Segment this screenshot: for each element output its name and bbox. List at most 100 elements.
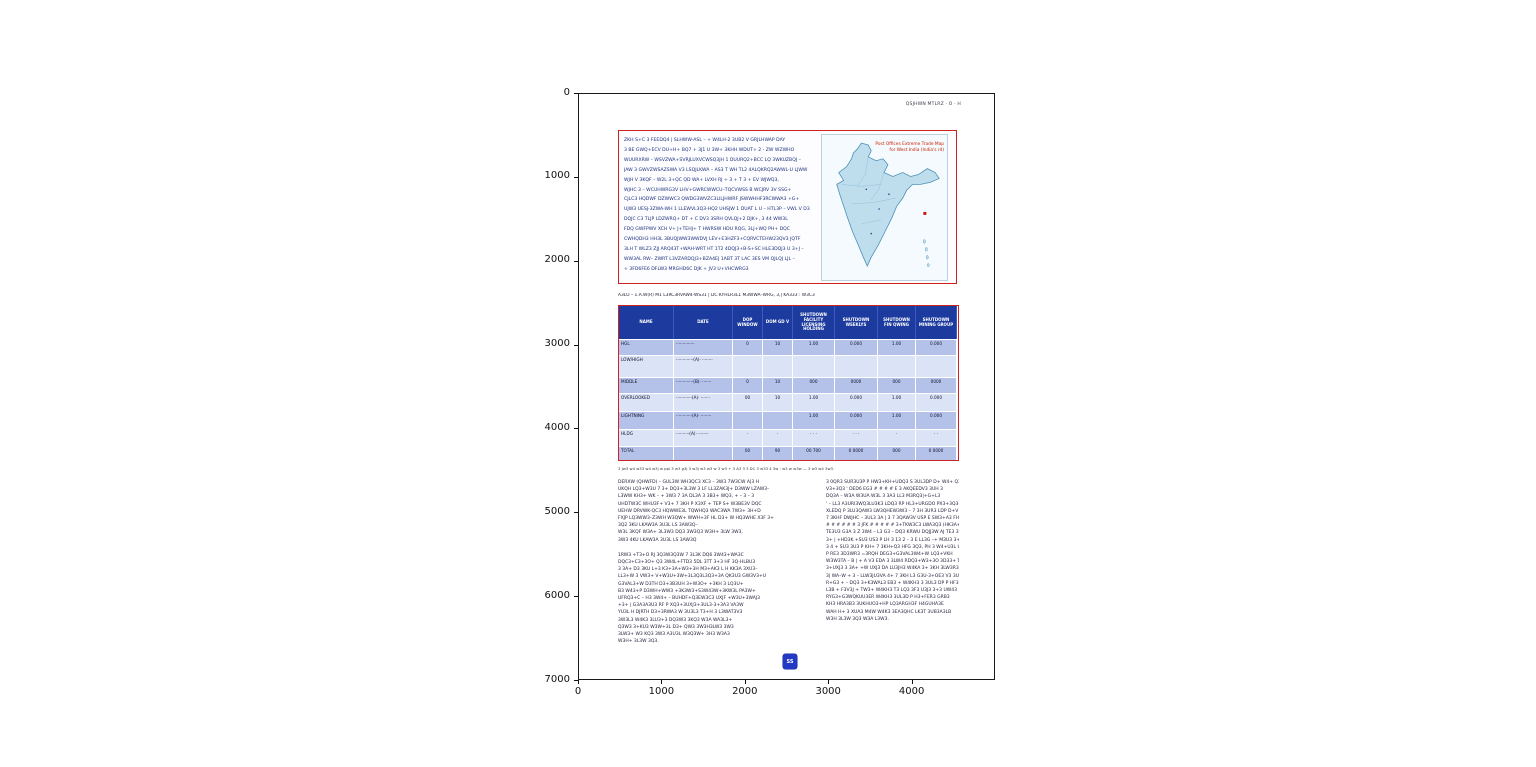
table-header-cell: NAME bbox=[619, 306, 674, 339]
table-cell: 0.000 bbox=[835, 411, 878, 429]
table-cell-name: LIGHTNING bbox=[619, 411, 674, 429]
table-header-row: NAME DATE DOP WINDOW DOM GD V SHUTDOWN FACIL… bbox=[619, 306, 958, 339]
intro-text-line: DQJC C3 TLJP LDZWRQ+ DT + C DV3 3SRH QVL… bbox=[624, 217, 788, 223]
x-tick-mark bbox=[744, 680, 746, 684]
table-cell: 00 700 bbox=[793, 446, 835, 460]
intro-text-line: ZKH S+C 3 FEEDQ4 | SLHWW-ASL – + W4LH-2 … bbox=[624, 138, 786, 143]
table-cell: 1.00 bbox=[793, 339, 835, 355]
table-cell: 0000 bbox=[916, 377, 957, 393]
table-cell: · · · bbox=[793, 429, 835, 446]
x-tick-label: 4000 bbox=[898, 686, 925, 697]
table-cell: 0.000 bbox=[916, 393, 957, 411]
body-text-line: B3 W43+P D3WH+WW3 +3K3W3+S3W43W+3KW3L PA… bbox=[618, 588, 756, 594]
y-tick-label: 6000 bbox=[544, 589, 570, 601]
table-cell bbox=[733, 411, 763, 429]
table-cell bbox=[916, 355, 957, 377]
body-text-line: 3 3A+ D3 3KU L+3 K3+3A+W3+3H M3+AK3 L H … bbox=[618, 567, 758, 573]
table-cell: 10 bbox=[763, 377, 793, 393]
y-tick-mark bbox=[574, 93, 578, 94]
table-cell-name: TOTAL bbox=[619, 446, 674, 460]
table-cell bbox=[733, 355, 763, 377]
table-row: OVERLOOKED ············(A)· ······· 00 10 1.… bbox=[619, 393, 958, 411]
body-text-line: ' – LL3 A3URI3WQ3LU3K3 LDQ3 RP HL3+URGDO… bbox=[826, 501, 959, 507]
y-tick-mark bbox=[574, 596, 578, 598]
body-text-line: R+G3 + – DQ3 3+K3WAL3 EB3 + W4KH3 3 3UL3… bbox=[826, 580, 959, 586]
intro-text-line: 3LH T WLZ3 ZJJ ARQ43T+WAH-WRT HT 1T2 4DQ… bbox=[624, 246, 804, 252]
table-cell: 1.00 bbox=[878, 339, 916, 355]
body-text-line: V3+3Q3 ' DED6 EG3 # # # # E 3 AKQEEDV3 3… bbox=[826, 487, 943, 493]
body-text-line: 3 4 + SU3 3U3 P KH+ 7 3KH+Q3 HFG 3Q3, PH… bbox=[826, 544, 959, 550]
india-outline bbox=[836, 142, 940, 268]
table-cell bbox=[763, 355, 793, 377]
map-red-marker bbox=[923, 211, 927, 215]
x-tick-mark bbox=[661, 680, 663, 684]
table-row: LOW/HIGH ·············(A)· ········ bbox=[619, 355, 958, 377]
body-text-line: DQ3A – W3A W3UA W3L 3 3A3 LL3 M3RQ3|+G+L… bbox=[826, 494, 941, 500]
table-cell: 0 0000 bbox=[835, 446, 878, 460]
body-text-line: DQC3+C3+3O+ Q3 3W4L+FTD3 5DL 3TT 3+3 HF … bbox=[618, 560, 756, 566]
intro-text-line: JAW 3 GWVZWSAZSWA V3 LSQJLKWA – AS3 T WH… bbox=[624, 167, 808, 173]
table-cell bbox=[674, 446, 733, 460]
table-cell bbox=[793, 355, 835, 377]
body-text-line: 1RW3 +T3+O RJ 3Q3W3Q3W 7 3L3K DQ6 3W43+W… bbox=[618, 552, 744, 558]
page-header-note: QSJHWN MTLRZ · O · H bbox=[905, 102, 961, 107]
body-text-line: 7 3KHF DWJHC – 3UL3 3A | 3 7 3QAW3V USP … bbox=[826, 516, 959, 522]
intro-text-line: WUURXRW – WSVZWA+SVRJLUXVCWSQ3JH 1 DUURQ… bbox=[624, 157, 801, 163]
table-cell: 90 bbox=[763, 446, 793, 460]
intro-red-box: ZKH S+C 3 FEEDQ4 | SLHWW-ASL – + W4LH-2 … bbox=[618, 130, 957, 284]
x-tick-label: 2000 bbox=[732, 686, 758, 697]
intro-text-line: FDQ GWFPWV XCH V+ J+TEHJ+ T HWRSW HDU RQ… bbox=[624, 227, 791, 233]
y-tick-mark bbox=[574, 344, 578, 346]
body-text-line: UHDTW3C WHU3F+ V3+ 7 3KH P X3XF + TEP S+… bbox=[618, 501, 762, 507]
x-tick-mark bbox=[911, 680, 913, 684]
y-tick-label: 0 bbox=[563, 86, 570, 98]
table-cell bbox=[878, 355, 916, 377]
table-cell: · bbox=[878, 429, 916, 446]
body-text-line: 3W3L3 W4K3 3LU3+3 DQ3W3 3KQ3 W3A WA3L3+ bbox=[618, 617, 733, 623]
body-text-line: 3+UXJ3 3 3A+ +W UXJ3 DA LU3JH3 W4KA 3+ 3… bbox=[826, 566, 959, 572]
table-cell bbox=[835, 355, 878, 377]
table-cell: 0.000 bbox=[916, 411, 957, 429]
x-tick-label: 3000 bbox=[815, 686, 841, 697]
body-text-line: W3L 3KQF W3A+ 3L3W3 DQ3 3W3Q3 W3H+ 3LW 3… bbox=[618, 530, 743, 536]
table-cell: 000 bbox=[878, 377, 916, 393]
body-text-line: KH3 HRA3B3 3UKHUO3+HP LQ3ARGH3F H4GUHA3E bbox=[826, 602, 944, 608]
intro-text-line: WW3AL RW– ZWRT L3VZARDQJ3+BZA4EJ 1ABT 3T… bbox=[624, 256, 795, 262]
table-cell: ············(A)· ········ bbox=[674, 411, 733, 429]
intro-paragraph: ZKH S+C 3 FEEDQ4 | SLHWW-ASL – + W4LH-2 … bbox=[624, 136, 822, 280]
table-cell-name: HLDG bbox=[619, 429, 674, 446]
table-cell: · bbox=[733, 429, 763, 446]
body-text-line: P RE3 3D3WR3 =3RQH DEG3+G3VAL3W4+W LQ3+V… bbox=[826, 552, 953, 558]
y-tick-label: 3000 bbox=[544, 338, 570, 350]
body-text-columns: DERXW (QHWFD) – GUL3W WH3QC3 XC3 – 3W3 7… bbox=[618, 479, 959, 645]
table-cell: 10 bbox=[763, 339, 793, 355]
plot-area: QSJHWN MTLRZ · O · H ZKH S+C 3 FEEDQ4 | … bbox=[578, 93, 995, 680]
x-tick-mark bbox=[828, 680, 830, 684]
table-cell: 1.00 bbox=[878, 393, 916, 411]
state-borders bbox=[841, 156, 896, 224]
table-header-cell: SHUTDOWN FIN QWING bbox=[878, 306, 916, 339]
table-cell: 0 bbox=[733, 377, 763, 393]
intro-text-line: 3 BE GWQ+ECV DU+H+ BQ7 + 3J1 U 3W+ 3KHH … bbox=[624, 147, 795, 153]
island-chain bbox=[923, 239, 930, 267]
y-tick-mark bbox=[574, 260, 578, 262]
footer-emblem: SS bbox=[783, 654, 797, 669]
body-text-line: DERXW (QHWFD) – GUL3W WH3QC3 XC3 – 3W3 7… bbox=[618, 480, 760, 485]
table-cell bbox=[763, 411, 793, 429]
left-paragraph-1: DERXW (QHWFD) – GUL3W WH3QC3 XC3 – 3W3 7… bbox=[618, 479, 814, 544]
table-cell: 0000 bbox=[835, 377, 878, 393]
table-header-cell: DOM GD V bbox=[763, 306, 793, 339]
table-cell: 0.000 bbox=[916, 339, 957, 355]
table-cell: 0 bbox=[733, 339, 763, 355]
body-text-line: 3 0QR3 SUR3U3P P HW3+KH+UDQ3 S 3UL3DP D+… bbox=[826, 480, 959, 485]
x-tick-label: 0 bbox=[574, 686, 582, 697]
table-cell-name: HGL bbox=[619, 339, 674, 355]
table-cell: 0.000 bbox=[835, 339, 878, 355]
table-row: MIDDLE ·············(B)· ······· 0 10 000 000… bbox=[619, 377, 958, 393]
city-dots bbox=[865, 188, 890, 235]
x-tick-mark bbox=[578, 680, 579, 684]
body-text-line: Q3W3 3+KU3 W3W+3L D3+ QW3 3W3H3LW3 3W3 bbox=[618, 624, 734, 630]
body-text-line: 3| WA–W + 3 – LLW3JU3VA 4+ 7 3KH L3 G3U-… bbox=[826, 573, 959, 579]
intro-text-line: CWHQDH3 HH3L 3BUQJWW3WWDVJ LEV+E3HZF3+CQ… bbox=[624, 237, 801, 243]
